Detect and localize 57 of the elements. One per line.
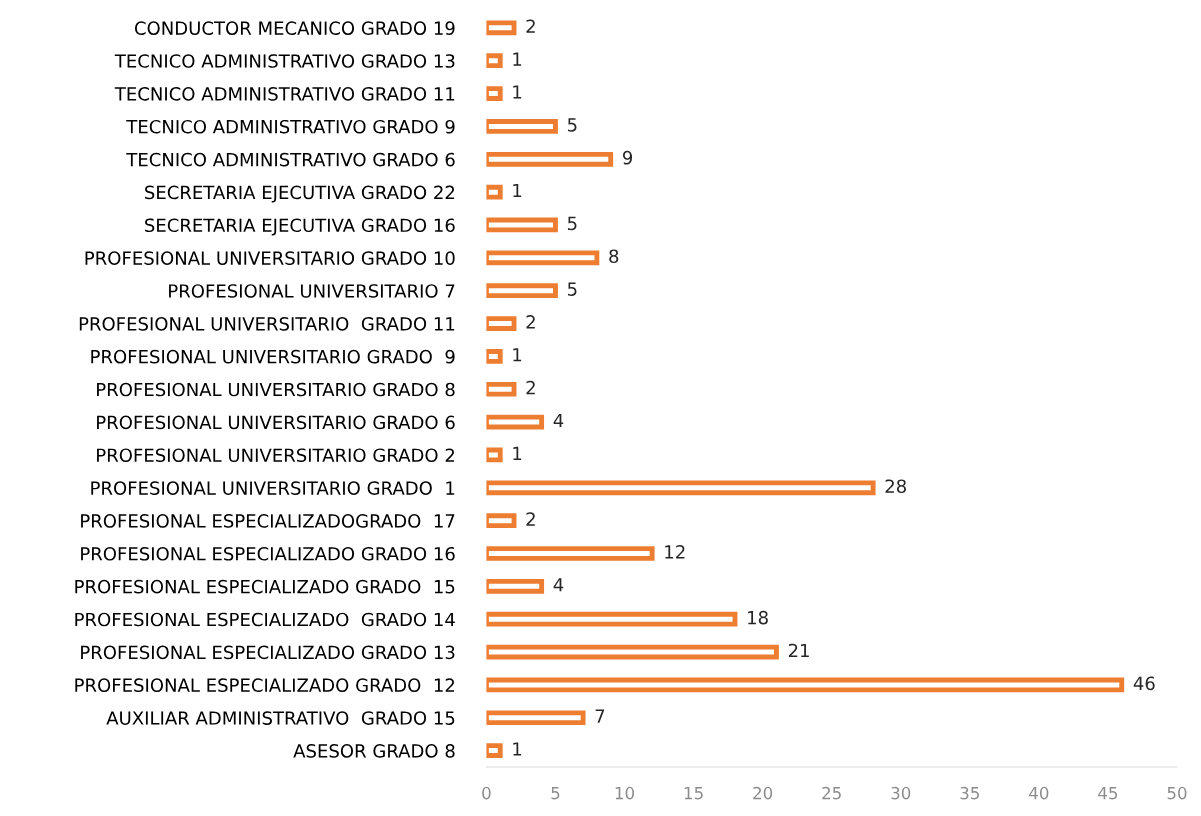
x-tick-label: 10	[615, 786, 635, 800]
data-label: 1	[513, 348, 522, 362]
data-label: 2	[526, 380, 535, 395]
y-tick-label: TECNICO ADMINISTRATIVO GRADO 13	[114, 54, 455, 68]
y-tick-label: PROFESIONAL ESPECIALIZADO GRADO 15	[75, 579, 455, 594]
data-label: 4	[553, 578, 564, 592]
data-label: 28	[885, 479, 906, 494]
y-tick-label: PROFESIONAL ESPECIALIZADO GRADO 16	[81, 546, 455, 561]
y-tick-label: TECNICO ADMINISTRATIVO GRADO 6	[126, 152, 455, 167]
y-tick-label: PROFESIONAL ESPECIALIZADO GRADO 14	[75, 612, 455, 627]
data-label: 1	[513, 85, 522, 99]
y-tick-label: ASESOR GRADO 8	[293, 744, 455, 758]
y-tick-label: PROFESIONAL ESPECIALIZADOGRADO 17	[81, 514, 455, 528]
data-label: 1	[513, 52, 522, 66]
data-label: 8	[609, 249, 619, 264]
data-label: 1	[513, 742, 522, 756]
y-tick-label: PROFESIONAL UNIVERSITARIO GRADO 10	[85, 251, 455, 265]
x-tick-label: 45	[1098, 787, 1118, 800]
data-label: 7	[595, 709, 605, 723]
y-tick-label: PROFESIONAL UNIVERSITARIO GRADO 1	[91, 481, 455, 495]
y-tick-label: PROFESIONAL UNIVERSITARIO GRADO 8	[97, 382, 455, 397]
x-tick-label: 5	[551, 787, 560, 800]
y-tick-label: SECRETARIA EJECUTIVA GRADO 22	[145, 185, 455, 203]
data-label: 21	[788, 643, 809, 658]
y-tick-label: TECNICO ADMINISTRATIVO GRADO 11	[114, 87, 455, 101]
data-label: 5	[567, 118, 577, 132]
data-label: 4	[553, 413, 564, 428]
data-label: 5	[567, 216, 577, 231]
x-tick-label: 35	[960, 786, 979, 800]
y-tick-label: PROFESIONAL UNIVERSITARIO GRADO 11	[79, 317, 455, 331]
x-tick-label: 40	[1029, 786, 1049, 800]
y-tick-label: CONDUCTOR MECANICO GRADO 19	[134, 21, 455, 35]
x-tick-label: 25	[822, 786, 841, 800]
x-tick-label: 50	[1167, 786, 1187, 800]
y-tick-label: PROFESIONAL UNIVERSITARIO GRADO 6	[97, 415, 455, 430]
data-label: 9	[622, 150, 633, 165]
x-tick-label: 15	[684, 787, 703, 800]
y-tick-label: AUXILIAR ADMINISTRATIVO GRADO 15	[106, 711, 455, 725]
x-tick-label: 0	[482, 786, 491, 800]
x-tick-label: 20	[753, 786, 773, 800]
data-label: 5	[567, 282, 577, 296]
data-label: 12	[665, 545, 685, 559]
y-tick-label: PROFESIONAL ESPECIALIZADO GRADO 13	[81, 645, 455, 660]
data-label: 2	[526, 512, 535, 526]
data-label: 18	[748, 610, 768, 625]
data-label: 2	[526, 315, 535, 329]
y-tick-label: SECRETARIA EJECUTIVA GRADO 16	[145, 218, 455, 236]
data-label: 46	[1133, 676, 1155, 691]
data-label: 2	[526, 19, 535, 33]
data-label: 1	[513, 183, 522, 198]
x-tick-label: 30	[891, 786, 911, 800]
y-tick-label: PROFESIONAL ESPECIALIZADO GRADO 12	[75, 678, 455, 693]
y-tick-label: PROFESIONAL UNIVERSITARIO GRADO 2	[97, 448, 455, 463]
data-label: 1	[513, 446, 522, 460]
y-tick-label: TECNICO ADMINISTRATIVO GRADO 9	[126, 119, 455, 134]
y-tick-label: PROFESIONAL UNIVERSITARIO GRADO 9	[91, 349, 455, 364]
y-tick-label: PROFESIONAL UNIVERSITARIO 7	[169, 284, 455, 298]
